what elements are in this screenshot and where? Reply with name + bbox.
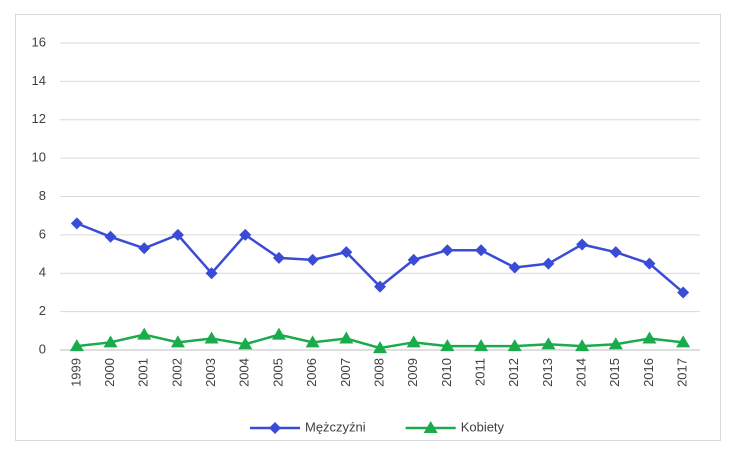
marker [676,335,691,348]
x-tick-label: 2006 [304,358,319,387]
marker [306,253,319,266]
marker [609,246,622,259]
y-tick-label: 12 [32,111,46,126]
x-tick-label: 2000 [102,358,117,387]
marker [137,327,152,340]
marker [576,238,589,251]
x-tick-label: 2012 [506,358,521,387]
marker [204,331,219,344]
marker [441,244,454,257]
y-tick-label: 10 [32,150,46,165]
marker [642,331,657,344]
marker [170,335,185,348]
marker [406,335,421,348]
x-tick-label: 2008 [371,358,386,387]
y-tick-label: 2 [39,303,46,318]
x-tick-label: 2003 [203,358,218,387]
marker [677,286,690,299]
marker [103,335,118,348]
marker [608,337,623,350]
marker [239,228,252,241]
marker [508,261,521,274]
x-tick-label: 2014 [574,358,589,387]
x-tick-label: 2015 [607,358,622,387]
x-tick-label: 2010 [439,358,454,387]
marker [474,339,489,352]
marker [542,257,555,270]
x-tick-label: 2011 [472,358,487,386]
marker [138,242,151,255]
marker [423,421,438,433]
legend-label: Kobiety [461,419,505,434]
marker [340,246,353,259]
marker [70,217,83,230]
marker [205,267,218,280]
marker [541,337,556,350]
marker [271,327,286,340]
marker [269,422,281,434]
y-tick-label: 4 [39,265,46,280]
marker [575,339,590,352]
x-tick-label: 2017 [675,358,690,387]
marker [305,335,320,348]
marker [374,280,386,293]
x-tick-label: 2007 [338,358,353,387]
x-tick-label: 2002 [169,358,184,387]
x-tick-label: 2016 [641,358,656,387]
marker [104,230,117,243]
x-tick-label: 2001 [136,358,151,387]
marker [407,253,420,266]
y-tick-label: 6 [39,226,46,241]
x-tick-label: 2004 [237,358,252,387]
marker [373,341,387,354]
x-tick-label: 1999 [68,358,83,387]
marker [171,228,184,241]
marker [272,251,285,264]
y-tick-label: 14 [32,73,46,88]
y-tick-label: 0 [39,341,46,356]
y-tick-label: 8 [39,188,46,203]
legend-label: Mężczyźni [305,419,366,434]
marker [339,331,354,344]
marker [643,257,656,270]
chart-frame [15,14,721,441]
marker [69,339,84,352]
marker [238,337,253,350]
x-tick-label: 2009 [405,358,420,387]
marker [507,339,522,352]
x-tick-label: 2005 [270,358,285,387]
x-tick-label: 2013 [540,358,555,387]
marker [475,244,488,257]
marker [440,339,455,352]
y-tick-label: 16 [32,34,46,49]
